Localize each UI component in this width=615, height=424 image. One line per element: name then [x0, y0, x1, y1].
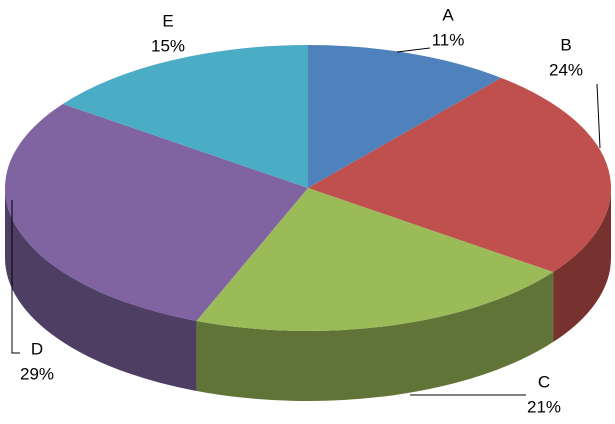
- slice: [308, 45, 502, 188]
- slice: [62, 45, 308, 188]
- slice-label: D: [31, 339, 43, 358]
- leader-line: [396, 47, 431, 53]
- leader-line: [11, 200, 20, 354]
- slice-label: B: [560, 35, 571, 54]
- leader-line: [596, 83, 601, 149]
- slice-label: E: [162, 11, 173, 30]
- value-label: 24%: [549, 60, 583, 79]
- slice: [196, 188, 554, 331]
- slice: [308, 77, 611, 273]
- value-label: 11%: [432, 30, 465, 49]
- slice-label: A: [442, 5, 454, 24]
- value-label: 21%: [527, 397, 561, 416]
- value-label: 29%: [20, 364, 54, 383]
- slice-label: C: [538, 372, 550, 391]
- value-label: 15%: [151, 36, 185, 55]
- slice-side: [553, 188, 611, 343]
- slice-side: [196, 272, 554, 401]
- slice: [4, 103, 308, 321]
- slice-side: [5, 188, 197, 391]
